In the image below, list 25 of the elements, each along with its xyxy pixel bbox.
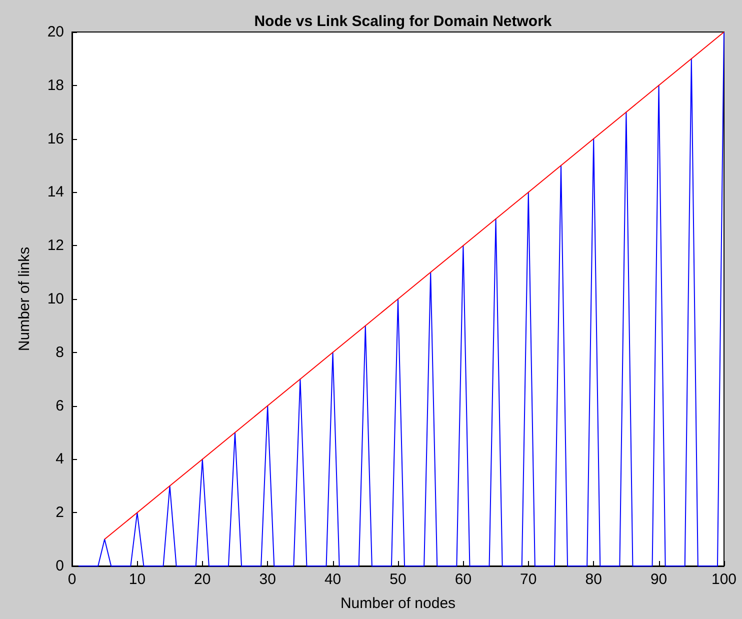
- y-tick-label: 14: [47, 184, 64, 201]
- y-tick-label: 8: [56, 344, 64, 361]
- x-tick-label: 60: [454, 571, 472, 588]
- x-tick-label: 90: [650, 571, 668, 588]
- y-tick-label: 16: [47, 130, 64, 148]
- y-tick-label: 2: [56, 504, 64, 522]
- y-axis-title: Number of links: [16, 246, 33, 352]
- x-tick-label: 10: [128, 571, 146, 588]
- chart-title: Node vs Link Scaling for Domain Network: [254, 13, 552, 30]
- y-tick-label: 10: [47, 290, 64, 308]
- y-tick-label: 6: [56, 397, 64, 414]
- y-tick-label: 18: [47, 76, 64, 94]
- x-tick-label: 0: [68, 571, 76, 588]
- x-tick-label: 50: [390, 571, 406, 588]
- x-tick-label: 70: [520, 571, 537, 588]
- x-tick-label: 40: [324, 571, 342, 588]
- x-tick-label: 20: [194, 571, 211, 588]
- y-tick-label: 0: [56, 558, 64, 574]
- x-tick-label: 80: [585, 571, 602, 588]
- y-tick-label: 12: [47, 237, 64, 254]
- y-tick-label: 20: [47, 24, 64, 40]
- y-tick-label: 4: [56, 450, 64, 468]
- x-axis-title: Number of nodes: [340, 595, 456, 612]
- x-tick-label: 30: [259, 571, 276, 588]
- x-tick-label: 100: [711, 571, 737, 588]
